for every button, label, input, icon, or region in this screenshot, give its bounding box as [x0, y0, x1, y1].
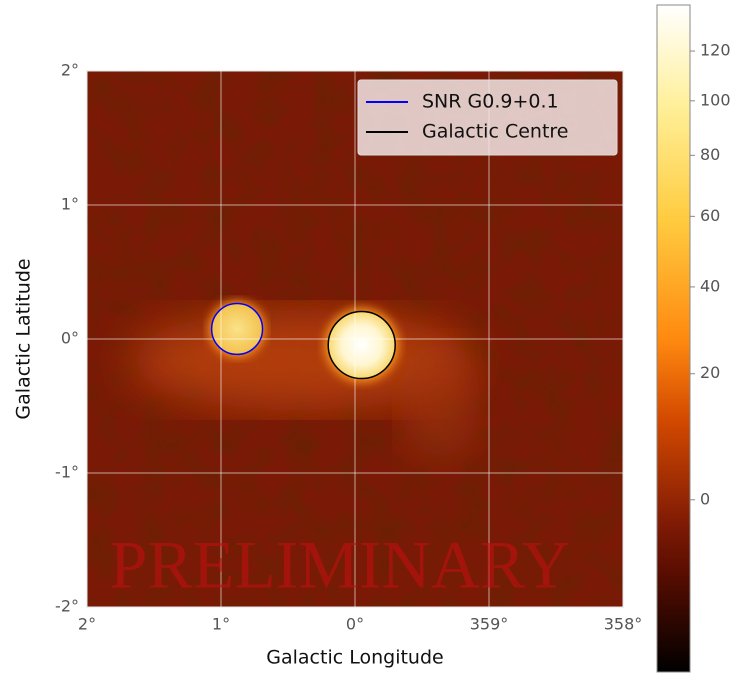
x-tick-label: 0° [346, 615, 364, 634]
y-tick-label: -1° [55, 463, 79, 482]
colorbar-tick-label: 120 [700, 41, 731, 60]
colorbar-tick-label: 0 [700, 489, 710, 508]
colorbar-tick-label: 40 [700, 276, 720, 295]
x-tick-label: 1° [212, 615, 230, 634]
colorbar-tick-label: 20 [700, 363, 720, 382]
watermark: PRELIMINARY [110, 527, 571, 603]
y-tick-label: 0° [61, 329, 79, 348]
y-tick-label: 2° [61, 61, 79, 80]
colorbar [657, 5, 690, 672]
x-tick-label: 2° [78, 615, 96, 634]
x-axis-label: Galactic Longitude [266, 647, 443, 669]
colorbar-tick-label: 60 [700, 206, 720, 225]
colorbar-tick-label: 100 [700, 90, 731, 109]
y-tick-label: 1° [61, 195, 79, 214]
legend-label: SNR G0.9+0.1 [422, 91, 559, 113]
x-tick-label: 359° [470, 615, 509, 634]
legend-label: Galactic Centre [422, 121, 568, 143]
y-axis-label: Galactic Latitude [13, 258, 35, 419]
x-tick-label: 358° [604, 615, 643, 634]
colorbar-tick-label: 80 [700, 145, 720, 164]
y-tick-label: -2° [55, 597, 79, 616]
chart: Galactic Longitude Galactic Latitude 2° 1… [0, 0, 739, 675]
